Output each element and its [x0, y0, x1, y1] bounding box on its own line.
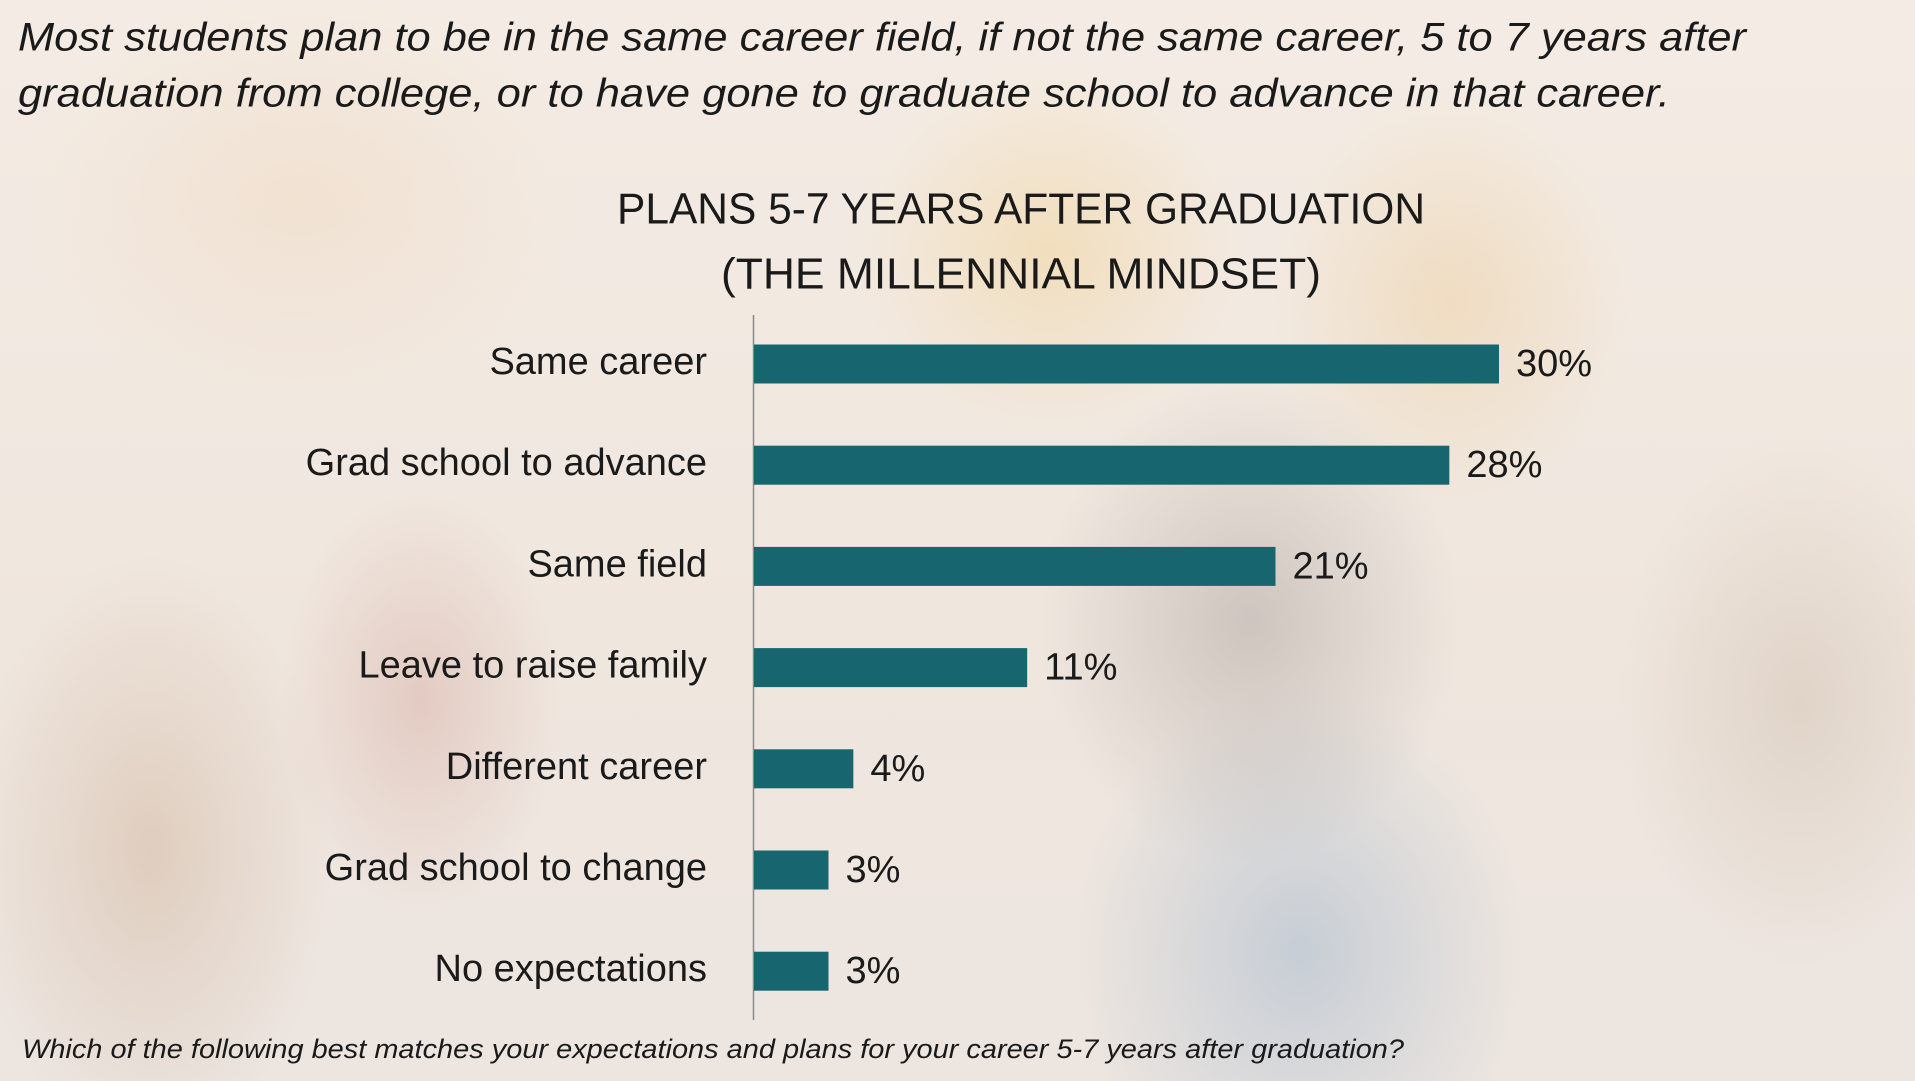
chart-title: PLANS 5-7 YEARS AFTER GRADUATION — [617, 185, 1425, 234]
category-label: Grad school to advance — [306, 442, 707, 484]
headline: graduation from college, or to have gone… — [18, 72, 1670, 116]
value-label: 30% — [1516, 343, 1592, 385]
category-label: Same field — [527, 543, 707, 585]
bar — [754, 749, 854, 789]
value-label: 21% — [1293, 545, 1369, 587]
category-label: Different career — [446, 746, 708, 788]
bar — [754, 951, 829, 991]
bar — [754, 445, 1450, 485]
category-label: Same career — [489, 341, 707, 383]
headline: Most students plan to be in the same car… — [18, 16, 1748, 60]
category-label: Grad school to change — [325, 847, 707, 889]
value-label: 28% — [1466, 444, 1542, 486]
bar — [754, 344, 1499, 384]
chart-subtitle: (THE MILLENNIAL MINDSET) — [721, 250, 1321, 299]
value-label: 3% — [846, 950, 901, 992]
survey-question: Which of the following best matches your… — [22, 1034, 1404, 1064]
bar — [754, 648, 1028, 688]
bar — [754, 850, 829, 890]
value-label: 4% — [870, 748, 925, 790]
bar — [754, 546, 1276, 586]
value-label: 3% — [846, 849, 901, 891]
category-label: Leave to raise family — [359, 645, 708, 687]
value-label: 11% — [1044, 647, 1117, 689]
category-label: No expectations — [435, 948, 708, 990]
